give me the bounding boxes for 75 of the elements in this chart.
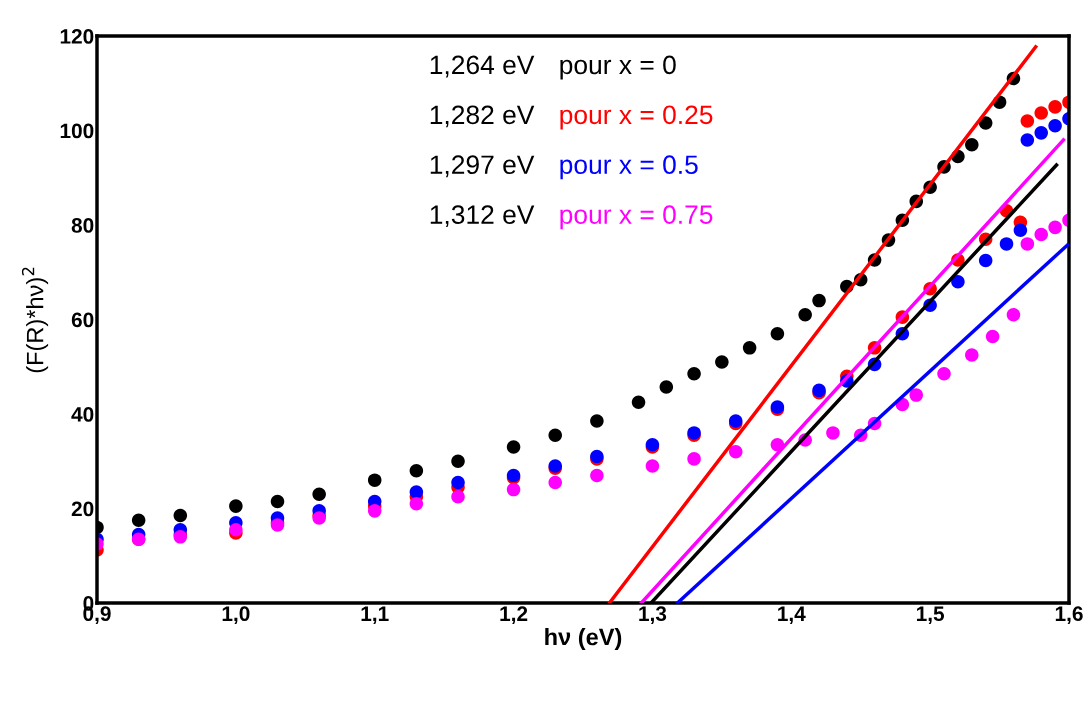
point [409,497,424,511]
x-tick-label: 1,5 [916,606,945,625]
point [1006,308,1021,322]
point [1034,227,1048,242]
point [590,414,604,428]
x-tick-label: 1,3 [639,606,667,625]
point [659,380,674,394]
y-tick-label: 20 [71,501,94,517]
point [506,440,521,454]
point [548,475,562,490]
point [909,388,924,402]
point [409,463,424,478]
point [978,253,993,268]
point [270,494,285,509]
point [645,459,660,473]
point [715,355,729,369]
point [937,367,951,381]
point [985,329,1000,344]
point [131,513,146,528]
y-axis-title: (F(R)*hν)$^{2}$ [21,267,49,373]
y-tick-label: 120 [60,29,94,44]
annotation: 1,264 eV [430,55,535,78]
point [229,499,243,513]
point [826,426,840,440]
point [1034,106,1048,120]
point [312,487,326,502]
y-tick-label: 60 [71,312,94,328]
point [965,137,979,152]
point [770,326,785,341]
text: pour x = 0 [560,55,676,80]
point [1048,100,1062,114]
annotation: 1,297 eV [430,155,535,178]
point [451,475,465,490]
point [1020,237,1035,251]
point [999,237,1014,251]
annotation: 1,312 eV [430,205,535,228]
point [173,508,188,523]
point [367,473,382,487]
text: pour x = 0.25 [560,105,713,130]
point [798,308,812,322]
y-tick-label: 80 [71,218,94,233]
point [1048,119,1062,133]
x-tick-label: 1,0 [222,606,250,625]
y-tick-label: 100 [60,123,94,139]
point [229,522,243,537]
point [548,428,562,443]
point [687,452,701,466]
point [367,504,382,518]
text: pour x = 0.75 [560,205,713,230]
x-tick-label: 1,4 [778,606,806,625]
point [1020,114,1035,128]
point [1013,223,1028,237]
point [951,274,965,289]
point [506,482,521,497]
y-tick-label: 40 [71,407,94,422]
point [742,341,757,355]
point [451,454,465,469]
x-tick-label: 1,1 [361,606,389,625]
annotation: 1,282 eV [430,105,535,128]
point [812,293,826,308]
point [1034,126,1048,140]
point [965,348,979,362]
x-axis-title: hν (eV) [545,627,622,650]
point [451,489,465,504]
point [687,367,701,381]
text: pour x = 0.5 [560,155,698,180]
point [728,445,743,459]
point [590,468,604,483]
point [978,116,993,130]
point [1048,220,1062,235]
point [631,395,646,409]
x-tick-label: 1,6 [1055,606,1083,625]
x-tick-label: 1,2 [500,606,528,625]
point [1020,133,1035,147]
point [409,485,424,499]
